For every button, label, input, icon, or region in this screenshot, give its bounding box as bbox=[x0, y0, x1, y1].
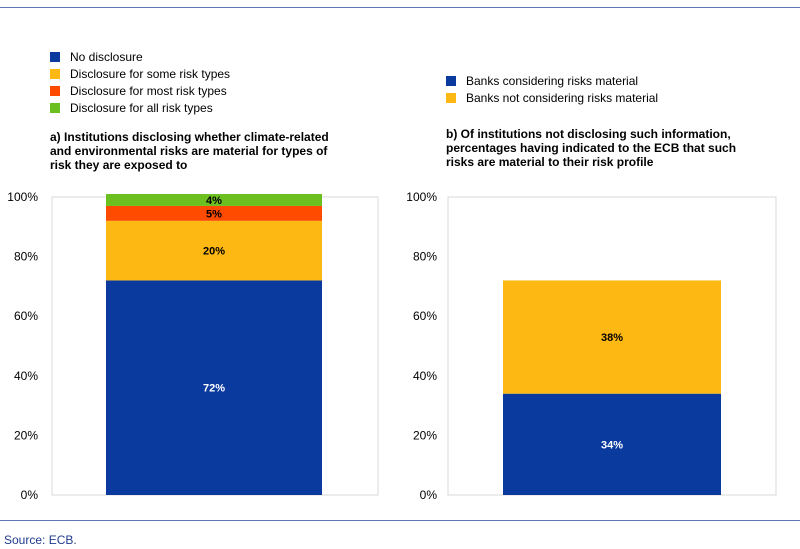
chart-b-title-line: percentages having indicated to the ECB … bbox=[446, 141, 737, 155]
bar-segment bbox=[503, 280, 721, 394]
legend-panel-a: No disclosure Disclosure for some risk ty… bbox=[50, 48, 230, 116]
legend-swatch bbox=[446, 92, 456, 103]
legend-label: Disclosure for all risk types bbox=[70, 100, 213, 115]
y-tick-label: 0% bbox=[21, 488, 39, 502]
source-note: Source: ECB. bbox=[4, 533, 77, 547]
legend-swatch bbox=[50, 68, 60, 79]
chart-a-title-line: a) Institutions disclosing whether clima… bbox=[50, 130, 329, 144]
data-label: 20% bbox=[203, 246, 225, 258]
chart-b-title: b) Of institutions not disclosing such i… bbox=[446, 127, 736, 169]
y-tick-label: 100% bbox=[7, 190, 38, 204]
bar-segment bbox=[106, 205, 322, 221]
y-tick-label: 20% bbox=[14, 428, 38, 442]
plot-area-frame bbox=[51, 196, 379, 496]
data-label: 38% bbox=[601, 332, 623, 344]
bar-segment bbox=[503, 393, 721, 495]
y-tick-label: 40% bbox=[14, 369, 38, 383]
data-label: 4% bbox=[206, 195, 222, 207]
chart-a-title: a) Institutions disclosing whether clima… bbox=[50, 130, 329, 172]
y-tick-label: 20% bbox=[413, 428, 437, 442]
legend-swatch bbox=[50, 51, 60, 62]
legend-label: No disclosure bbox=[70, 49, 143, 64]
legend-panel-b: Banks considering risks material Banks no… bbox=[446, 72, 658, 106]
top-rule bbox=[0, 7, 800, 8]
legend-swatch bbox=[446, 75, 456, 86]
legend-item: Disclosure for all risk types bbox=[50, 99, 230, 116]
y-tick-label: 100% bbox=[406, 190, 437, 204]
y-tick-label: 80% bbox=[14, 250, 38, 264]
legend-item: No disclosure bbox=[50, 48, 230, 65]
legend-item: Disclosure for some risk types bbox=[50, 65, 230, 82]
y-tick-label: 0% bbox=[420, 488, 438, 502]
y-tick-label: 40% bbox=[413, 369, 437, 383]
chart-a-title-line: and environmental risks are material for… bbox=[50, 144, 328, 158]
legend-swatch bbox=[50, 102, 60, 113]
y-tick-label: 80% bbox=[413, 250, 437, 264]
plot-area-frame bbox=[447, 196, 777, 496]
chart-a-title-line: risk they are exposed to bbox=[50, 158, 188, 172]
legend-label: Banks not considering risks material bbox=[466, 90, 659, 105]
y-tick-label: 60% bbox=[413, 309, 437, 323]
legend-swatch bbox=[50, 85, 60, 96]
legend-label: Disclosure for most risk types bbox=[70, 83, 227, 98]
legend-item: Banks not considering risks material bbox=[446, 89, 658, 106]
legend-item: Banks considering risks material bbox=[446, 72, 658, 89]
data-label: 5% bbox=[206, 208, 222, 220]
legend-item: Disclosure for most risk types bbox=[50, 82, 230, 99]
bar-segment bbox=[106, 280, 322, 495]
bottom-rule bbox=[0, 520, 800, 521]
legend-label: Banks considering risks material bbox=[466, 73, 639, 88]
y-tick-label: 60% bbox=[14, 309, 38, 323]
chart-b-title-line: risks are material to their risk profile bbox=[446, 155, 654, 169]
chart-b-title-line: b) Of institutions not disclosing such i… bbox=[446, 127, 731, 141]
bar-segment bbox=[106, 194, 322, 206]
data-label: 34% bbox=[601, 439, 623, 451]
data-label: 72% bbox=[203, 383, 225, 395]
legend-label: Disclosure for some risk types bbox=[70, 66, 231, 81]
bar-segment bbox=[106, 220, 322, 281]
